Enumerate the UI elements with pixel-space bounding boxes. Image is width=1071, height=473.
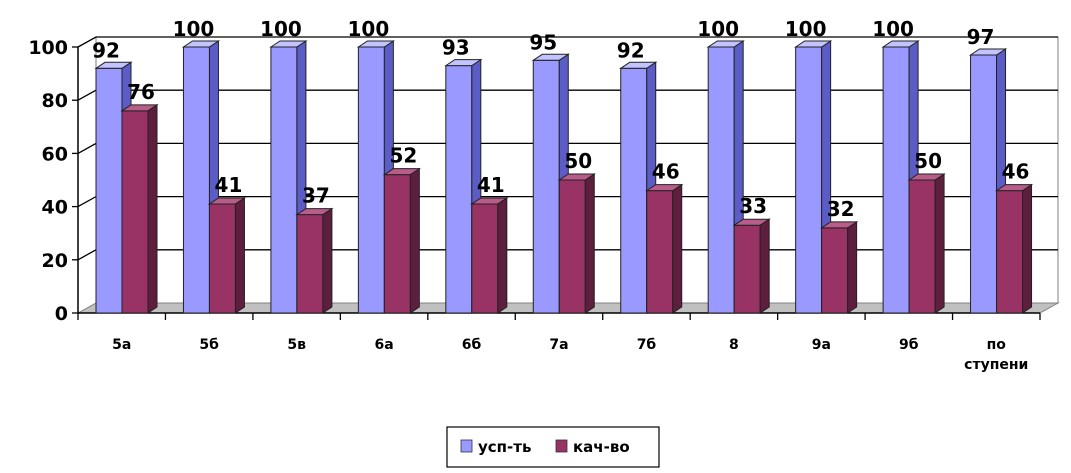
y-tick-label: 60 [42, 143, 68, 165]
y-tick-label: 0 [55, 303, 68, 325]
bar-kach-8 [819, 220, 859, 314]
data-label: 95 [529, 30, 557, 54]
bar-kach-4 [470, 197, 509, 314]
data-label: 92 [617, 38, 645, 62]
data-label: 100 [785, 17, 827, 41]
x-tick-label: 9а [812, 337, 831, 353]
legend-swatch-0 [460, 439, 473, 453]
data-label: 46 [652, 160, 680, 184]
data-label: 100 [872, 17, 914, 41]
bar-kach-0 [120, 103, 159, 314]
data-label: 100 [173, 17, 215, 41]
y-tick-label: 20 [42, 250, 68, 272]
legend-label-1: кач-во [573, 438, 630, 456]
data-label: 41 [215, 173, 243, 197]
bar-kach-9 [907, 173, 946, 314]
legend-box [446, 426, 660, 468]
bar-usp-8 [793, 40, 833, 314]
data-label: 92 [92, 38, 120, 62]
bar-kach-5 [557, 173, 596, 314]
data-label: 46 [1002, 160, 1030, 184]
x-tick-label: 6а [374, 337, 393, 353]
data-label: 100 [697, 17, 739, 41]
data-label: 100 [347, 17, 389, 41]
bar-kach-1 [207, 197, 247, 314]
x-tick-label: по ступени [964, 337, 1028, 373]
bar-usp-5 [531, 53, 570, 314]
bar-kach-3 [382, 167, 422, 314]
data-label: 97 [967, 25, 995, 49]
bar-kach-6 [645, 183, 684, 314]
data-label: 93 [442, 36, 470, 60]
data-label: 50 [564, 149, 592, 173]
data-label: 76 [127, 80, 155, 104]
x-tick-label: 6б [462, 337, 482, 353]
x-tick-label: 9б [899, 337, 919, 353]
data-label: 32 [827, 197, 855, 221]
bar-kach-2 [295, 207, 334, 314]
x-tick-label: 7б [637, 337, 657, 353]
x-tick-label: 7а [549, 337, 568, 353]
data-label: 52 [389, 144, 417, 168]
x-tick-label: 5а [112, 337, 131, 353]
x-tick-label: 5б [199, 337, 219, 353]
bar-usp-10 [968, 48, 1008, 314]
data-label: 33 [739, 194, 767, 218]
bar-kach-7 [732, 218, 771, 314]
y-axis: 0 20 40 60 80 100 [28, 37, 79, 325]
side-wall [77, 36, 97, 314]
bar-kach-10 [994, 183, 1034, 314]
data-label: 37 [302, 184, 330, 208]
y-tick-label: 80 [42, 90, 68, 112]
data-label: 41 [477, 173, 505, 197]
x-axis: 5а 5б 5в 6а 6б 7а 7б 8 9а 9б по ступени [77, 312, 1041, 373]
data-label: 50 [914, 149, 942, 173]
legend-label-0: усп-ть [478, 438, 531, 456]
gridline [77, 36, 1058, 48]
legend: усп-ть кач-во [446, 426, 660, 468]
y-tick-label: 100 [28, 37, 68, 59]
data-label: 100 [260, 17, 302, 41]
x-tick-label: 8 [729, 337, 739, 353]
y-tick-label: 40 [42, 197, 68, 219]
bars [94, 40, 1034, 314]
legend-swatch-1 [555, 439, 568, 453]
x-tick-label: 5в [287, 337, 306, 353]
data-labels: 92 76 100 41 100 37 100 52 93 41 95 50 92 46 100 33 100 3… [92, 17, 1029, 221]
